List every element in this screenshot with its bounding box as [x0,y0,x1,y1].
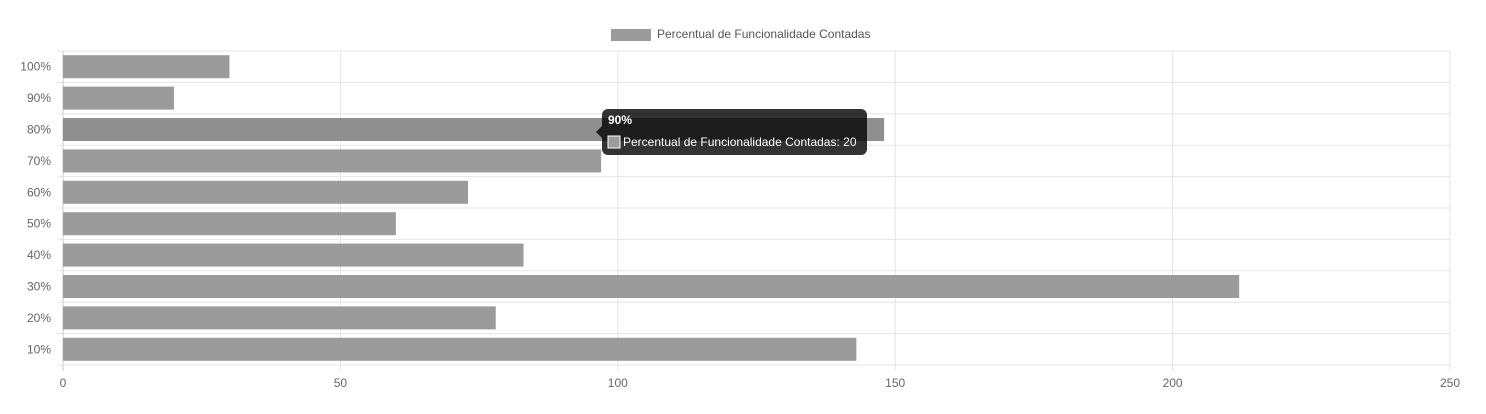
bar[interactable] [63,55,230,79]
bar[interactable] [63,212,396,236]
tooltip-title: 90% [608,113,632,127]
y-axis-ticks: 100% 90% 80% 70% 60% 50% 40% 30% 20% 10% [20,60,51,357]
bar[interactable] [63,306,496,330]
bar[interactable] [63,243,524,267]
y-tick-label: 30% [27,280,51,294]
x-tick-label: 250 [1440,376,1460,390]
tooltip-caret [596,126,602,138]
bar[interactable] [63,149,602,173]
bar[interactable] [63,86,174,110]
bar[interactable] [63,180,469,204]
x-tick-label: 50 [334,376,348,390]
legend[interactable]: Percentual de Funcionalidade Contadas [611,27,870,41]
x-tick-label: 200 [1163,376,1183,390]
y-tick-label: 80% [27,123,51,137]
y-tick-label: 20% [27,311,51,325]
y-tick-label: 10% [27,342,51,356]
tooltip: 90% Percentual de Funcionalidade Contada… [596,109,867,155]
bar[interactable] [63,337,857,361]
tooltip-body: Percentual de Funcionalidade Contadas: 2… [623,135,857,149]
tooltip-box [602,109,867,155]
legend-swatch[interactable] [611,29,651,41]
x-tick-label: 0 [60,376,67,390]
y-tick-label: 60% [27,185,51,199]
bar[interactable] [63,275,1240,298]
tooltip-swatch [607,135,621,149]
y-tick-label: 40% [27,248,51,262]
x-tick-label: 100 [608,376,628,390]
y-tick-label: 50% [27,217,51,231]
legend-label[interactable]: Percentual de Funcionalidade Contadas [657,27,870,41]
x-axis-ticks: 0 50 100 150 200 250 [60,376,1461,390]
bars [63,55,1240,361]
y-tick-label: 90% [27,91,51,105]
y-tick-label: 100% [20,60,51,74]
y-tick-label: 70% [27,154,51,168]
x-tick-label: 150 [885,376,905,390]
